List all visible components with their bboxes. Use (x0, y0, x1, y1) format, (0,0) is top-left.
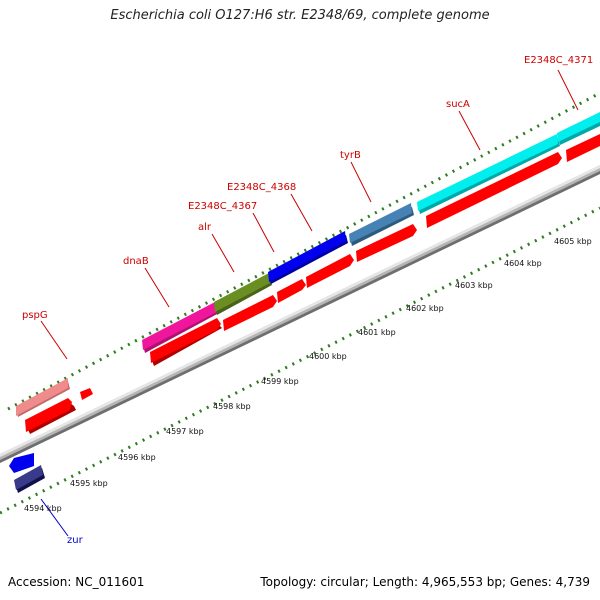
scale-label: 4596 kbp (118, 453, 156, 462)
gene-label-sucA[interactable]: sucA (446, 99, 470, 110)
scale-label: 4605 kbp (554, 237, 592, 246)
reverse-genes (9, 453, 45, 493)
scale-label: 4604 kbp (504, 259, 542, 268)
scale-label: 4599 kbp (261, 377, 299, 386)
scale-label: 4598 kbp (213, 402, 251, 411)
cds-arrow (80, 388, 93, 400)
cds-arrow (566, 134, 600, 162)
scale-label: 4594 kbp (24, 504, 62, 513)
scale-label: 4603 kbp (455, 281, 493, 290)
cds-arrow (306, 254, 354, 288)
cds-arrow (223, 295, 277, 331)
gene-label-zur[interactable]: zur (67, 535, 84, 546)
gene-label-pspG[interactable]: pspG (22, 310, 48, 321)
scale-label: 4597 kbp (166, 427, 204, 436)
cds-arrow (277, 279, 306, 303)
gene-block-dnaB[interactable] (142, 302, 219, 353)
scale-label: 4601 kbp (358, 328, 396, 337)
gene-label-E2348C_4371[interactable]: E2348C_4371 (524, 55, 593, 66)
gene-label-E2348C_4367[interactable]: E2348C_4367 (188, 201, 257, 212)
scale-label: 4602 kbp (406, 304, 444, 313)
genome-backbone (0, 165, 600, 463)
lower-tick-track (0, 206, 600, 515)
gene-blocks (16, 112, 600, 417)
gene-block-E2348C_4367[interactable] (268, 231, 348, 284)
gene-block-sucA[interactable] (417, 134, 560, 214)
scale-label: 4600 kbp (309, 352, 347, 361)
cds-arrow (356, 224, 417, 262)
cds-arrow (150, 318, 222, 366)
map-title: Escherichia coli O127:H6 str. E2348/69, … (110, 8, 490, 23)
gene-block-tyrB[interactable] (349, 203, 414, 246)
gene-block-alr[interactable] (214, 273, 272, 315)
gene-label-dnaB[interactable]: dnaB (123, 256, 149, 267)
scale-label: 4595 kbp (70, 479, 108, 488)
accession-text: Accession: NC_011601 (8, 575, 145, 589)
cds-arrow (426, 152, 562, 228)
gene-labels: pspG dnaB alr E2348C_4367 E2348C_4368 ty… (22, 55, 593, 546)
cds-track (25, 134, 600, 434)
gene-block-E2348C_4371[interactable] (557, 112, 600, 145)
gene-label-E2348C_4368[interactable]: E2348C_4368 (227, 182, 296, 193)
gene-block-pspG[interactable] (16, 378, 70, 417)
gene-arrow-reverse[interactable] (9, 453, 34, 473)
genome-info-text: Topology: circular; Length: 4,965,553 bp… (260, 575, 590, 589)
gene-block-zur[interactable] (14, 465, 45, 493)
gene-label-alr[interactable]: alr (198, 222, 212, 233)
gene-label-tyrB[interactable]: tyrB (340, 150, 361, 161)
scale-labels: 4594 kbp 4595 kbp 4596 kbp 4597 kbp 4598… (24, 237, 592, 513)
cds-arrow (25, 398, 76, 434)
upper-tick-track (7, 91, 600, 411)
